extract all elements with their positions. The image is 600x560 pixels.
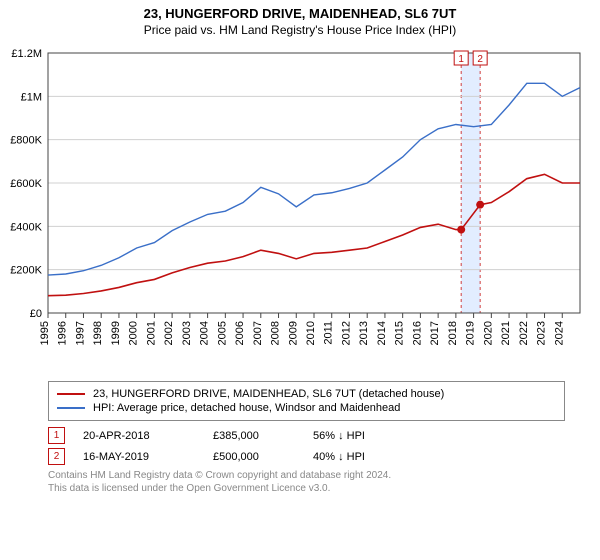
- legend-label: HPI: Average price, detached house, Wind…: [93, 402, 400, 414]
- svg-text:£1M: £1M: [21, 91, 42, 103]
- svg-text:£800K: £800K: [10, 135, 42, 147]
- svg-text:2002: 2002: [163, 321, 175, 345]
- svg-text:2017: 2017: [429, 321, 441, 345]
- svg-text:2014: 2014: [376, 321, 388, 345]
- legend-row: HPI: Average price, detached house, Wind…: [57, 402, 556, 414]
- marker-date: 16-MAY-2019: [83, 451, 213, 463]
- svg-text:1998: 1998: [92, 321, 104, 345]
- marker-row: 1 20-APR-2018£385,00056% ↓ HPI: [48, 427, 565, 444]
- svg-text:2009: 2009: [287, 321, 299, 345]
- svg-text:2000: 2000: [128, 321, 140, 345]
- marker-pct: 56% ↓ HPI: [313, 430, 365, 442]
- marker-row: 2 16-MAY-2019£500,00040% ↓ HPI: [48, 448, 565, 465]
- svg-text:2011: 2011: [323, 321, 335, 345]
- marker-date: 20-APR-2018: [83, 430, 213, 442]
- svg-text:£400K: £400K: [10, 221, 42, 233]
- svg-text:2024: 2024: [553, 321, 565, 345]
- marker-pct: 40% ↓ HPI: [313, 451, 365, 463]
- svg-text:2003: 2003: [181, 321, 193, 345]
- marker-price: £385,000: [213, 430, 313, 442]
- legend: 23, HUNGERFORD DRIVE, MAIDENHEAD, SL6 7U…: [48, 381, 565, 421]
- svg-text:2001: 2001: [145, 321, 157, 345]
- svg-text:2013: 2013: [358, 321, 370, 345]
- svg-text:2023: 2023: [536, 321, 548, 345]
- svg-text:1996: 1996: [57, 321, 69, 345]
- footer-text: Contains HM Land Registry data © Crown c…: [48, 469, 565, 495]
- svg-text:2020: 2020: [482, 321, 494, 345]
- marker-table: 1 20-APR-2018£385,00056% ↓ HPI 2 16-MAY-201…: [48, 427, 565, 465]
- svg-text:2019: 2019: [465, 321, 477, 345]
- svg-text:£600K: £600K: [10, 178, 42, 190]
- footer-line2: This data is licensed under the Open Gov…: [48, 482, 565, 495]
- svg-text:2016: 2016: [411, 321, 423, 345]
- svg-text:£200K: £200K: [10, 265, 42, 277]
- svg-text:2004: 2004: [199, 321, 211, 345]
- line-chart: £0 £200K £400K £600K £800K £1M £1.2M 1995 1996 19…: [0, 43, 600, 373]
- svg-text:2010: 2010: [305, 321, 317, 345]
- svg-text:£0: £0: [30, 308, 42, 320]
- chart-area: £0 £200K £400K £600K £800K £1M £1.2M 1995 1996 19…: [0, 43, 600, 373]
- legend-label: 23, HUNGERFORD DRIVE, MAIDENHEAD, SL6 7U…: [93, 388, 444, 400]
- svg-text:2021: 2021: [500, 321, 512, 345]
- svg-text:2005: 2005: [216, 321, 228, 345]
- svg-text:£1.2M: £1.2M: [11, 48, 42, 60]
- legend-swatch: [57, 407, 85, 409]
- legend-row: 23, HUNGERFORD DRIVE, MAIDENHEAD, SL6 7U…: [57, 388, 556, 400]
- svg-text:2022: 2022: [518, 321, 530, 345]
- svg-text:2018: 2018: [447, 321, 459, 345]
- svg-text:2007: 2007: [252, 321, 264, 345]
- svg-text:1999: 1999: [110, 321, 122, 345]
- legend-swatch: [57, 393, 85, 395]
- marker-badge: 1: [48, 427, 65, 444]
- svg-text:2012: 2012: [340, 321, 352, 345]
- svg-text:1: 1: [458, 54, 464, 65]
- marker-badge: 2: [48, 448, 65, 465]
- svg-text:2008: 2008: [270, 321, 282, 345]
- svg-text:1995: 1995: [39, 321, 51, 345]
- marker-price: £500,000: [213, 451, 313, 463]
- svg-text:1997: 1997: [74, 321, 86, 345]
- chart-title: 23, HUNGERFORD DRIVE, MAIDENHEAD, SL6 7U…: [0, 6, 600, 21]
- chart-subtitle: Price paid vs. HM Land Registry's House …: [0, 23, 600, 37]
- footer-line1: Contains HM Land Registry data © Crown c…: [48, 469, 565, 482]
- svg-text:2006: 2006: [234, 321, 246, 345]
- svg-text:2: 2: [477, 54, 483, 65]
- svg-text:2015: 2015: [394, 321, 406, 345]
